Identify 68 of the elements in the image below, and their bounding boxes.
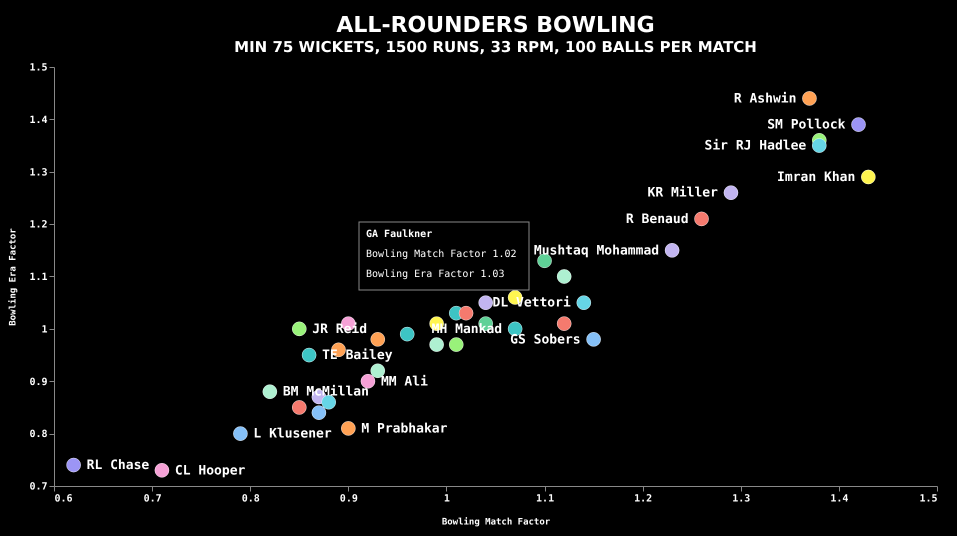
point <box>851 117 866 132</box>
y-tick-label: 0.7 <box>29 482 48 492</box>
y-axis-title: Bowling Era Factor <box>7 228 18 326</box>
chart-subtitle: MIN 75 WICKETS, 1500 RUNS, 33 RPM, 100 BALLS PER MATCH <box>234 38 757 56</box>
y-tick-label: 1.3 <box>29 167 48 178</box>
x-tick-label: 1.3 <box>732 494 750 504</box>
annotation: KR Miller <box>648 186 718 201</box>
point <box>370 332 386 347</box>
annotation: Mushtaq Mohammad <box>534 243 660 258</box>
y-tick-label: 0.9 <box>29 376 48 388</box>
point <box>724 185 738 200</box>
point <box>154 463 170 478</box>
x-tick-label: 1.5 <box>919 494 938 504</box>
point <box>400 326 414 342</box>
annotation: MM Ali <box>380 374 428 390</box>
point <box>812 138 827 153</box>
x-tick-label: 0.6 <box>54 494 73 504</box>
annotation: Sir RJ Hadlee <box>704 138 806 154</box>
point <box>556 269 572 284</box>
annotation: GS Sobers <box>510 332 581 348</box>
annotation: M Prabhakar <box>361 421 448 436</box>
x-tick-label: 1.2 <box>634 494 652 504</box>
annotation: Bowling Match Factor 1.02 <box>366 249 517 260</box>
point <box>262 384 278 399</box>
annotation: TE Bailey <box>322 348 393 364</box>
annotation: L Klusener <box>253 426 332 442</box>
annotation: Imran Khan <box>777 170 856 185</box>
x-tick-label: 0.7 <box>144 494 162 504</box>
x-tick-label: 0.9 <box>340 494 358 504</box>
annotation: R Benaud <box>626 212 689 227</box>
chart-title: ALL-ROUNDERS BOWLING <box>336 13 655 38</box>
point <box>312 405 326 420</box>
point <box>458 306 474 320</box>
annotation: CL Hooper <box>174 463 246 478</box>
point <box>586 332 601 347</box>
point <box>802 91 817 106</box>
point <box>861 170 876 184</box>
point <box>429 337 444 352</box>
y-tick-label: 1.4 <box>29 114 48 126</box>
point <box>694 212 709 226</box>
x-tick-label: 1 <box>444 494 450 504</box>
annotation: DL Vettori <box>492 296 571 311</box>
annotation: RL Chase <box>86 458 150 474</box>
point <box>556 316 572 331</box>
annotation: Bowling Era Factor 1.03 <box>366 269 504 280</box>
point <box>302 348 316 362</box>
y-tick-label: 0.8 <box>29 429 48 440</box>
x-axis-title: Bowling Match Factor <box>442 516 551 528</box>
point <box>233 426 248 441</box>
point <box>292 400 307 415</box>
point <box>664 243 680 258</box>
x-tick-label: 1.4 <box>830 494 848 504</box>
y-tick-label: 1 <box>41 324 48 336</box>
point <box>66 458 81 472</box>
point <box>292 322 307 336</box>
point <box>576 295 592 310</box>
x-tick-label: 0.8 <box>242 494 260 504</box>
annotation: R Ashwin <box>734 91 796 106</box>
annotation: JR Reid <box>312 322 368 337</box>
x-tick-label: 1.1 <box>536 494 554 504</box>
y-tick-label: 1.1 <box>29 272 48 283</box>
annotation: GA Faulkner <box>366 229 432 240</box>
annotation: SM Pollock <box>767 118 846 133</box>
y-tick-label: 1.5 <box>29 62 48 74</box>
y-tick-label: 1.2 <box>29 220 48 231</box>
point <box>478 295 493 310</box>
point <box>341 421 356 436</box>
point <box>448 337 464 352</box>
